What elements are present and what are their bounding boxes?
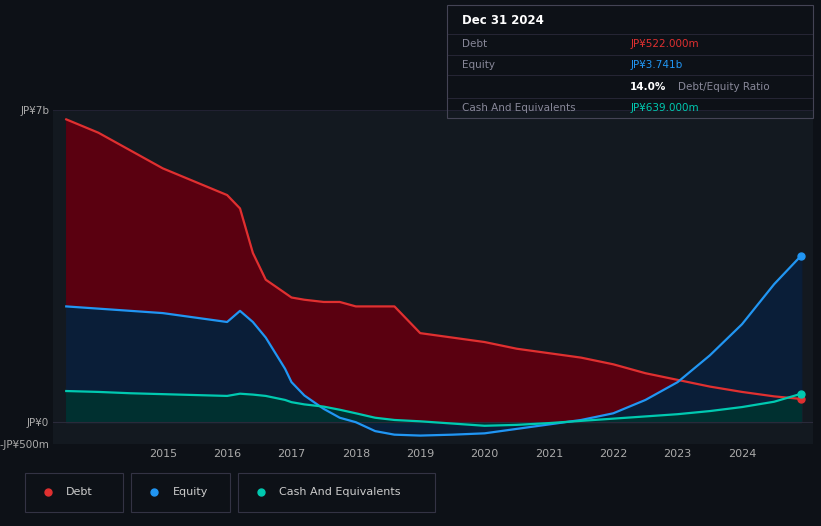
Text: Cash And Equivalents: Cash And Equivalents — [462, 103, 576, 113]
Text: JP¥3.741b: JP¥3.741b — [631, 60, 682, 70]
Text: 14.0%: 14.0% — [631, 82, 667, 92]
Text: JP¥639.000m: JP¥639.000m — [631, 103, 699, 113]
Text: Debt: Debt — [462, 39, 487, 49]
Text: JP¥522.000m: JP¥522.000m — [631, 39, 699, 49]
FancyBboxPatch shape — [25, 473, 123, 512]
Text: Debt/Equity Ratio: Debt/Equity Ratio — [677, 82, 769, 92]
Text: Cash And Equivalents: Cash And Equivalents — [279, 487, 401, 497]
Text: Equity: Equity — [462, 60, 495, 70]
Text: Debt: Debt — [66, 487, 93, 497]
FancyBboxPatch shape — [131, 473, 230, 512]
FancyBboxPatch shape — [238, 473, 435, 512]
Text: Equity: Equity — [172, 487, 208, 497]
Text: Dec 31 2024: Dec 31 2024 — [462, 14, 544, 27]
